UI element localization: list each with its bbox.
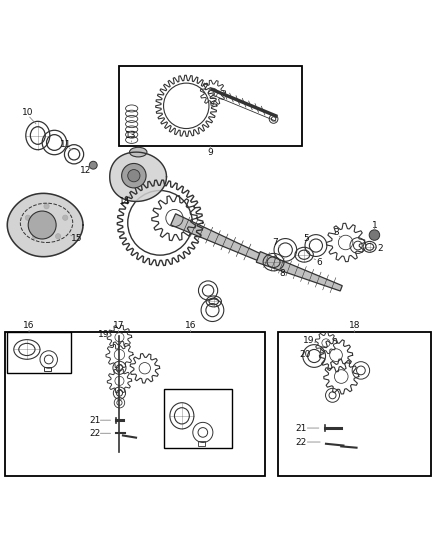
Circle shape — [63, 215, 68, 220]
Bar — [278, 332, 431, 476]
Polygon shape — [171, 214, 262, 261]
Circle shape — [89, 161, 97, 169]
Text: 19: 19 — [303, 336, 314, 345]
Bar — [119, 66, 302, 147]
Circle shape — [44, 204, 49, 209]
Text: 22: 22 — [296, 438, 307, 447]
Bar — [7, 332, 71, 374]
Bar — [164, 389, 232, 448]
Polygon shape — [7, 193, 83, 257]
Polygon shape — [110, 152, 166, 201]
Text: 8: 8 — [279, 269, 285, 278]
Ellipse shape — [130, 147, 147, 157]
Text: 3: 3 — [333, 228, 339, 237]
Text: 18: 18 — [349, 321, 360, 330]
Text: 17: 17 — [113, 321, 124, 330]
Text: 13: 13 — [125, 131, 137, 140]
Circle shape — [25, 215, 31, 220]
Text: 2: 2 — [377, 244, 382, 253]
Text: 1: 1 — [371, 221, 377, 230]
Text: 6: 6 — [317, 257, 322, 266]
Text: 10: 10 — [22, 108, 34, 117]
Bar — [198, 441, 205, 446]
Text: 12: 12 — [80, 166, 92, 175]
Text: 21: 21 — [295, 424, 307, 433]
Circle shape — [32, 233, 38, 239]
Circle shape — [128, 169, 140, 182]
Text: 19: 19 — [98, 330, 109, 338]
Text: 21: 21 — [89, 416, 100, 425]
Text: 20: 20 — [300, 350, 311, 359]
Circle shape — [56, 233, 61, 239]
Polygon shape — [256, 252, 342, 291]
Text: 11: 11 — [60, 140, 71, 149]
Text: 14: 14 — [120, 197, 131, 206]
Circle shape — [122, 164, 146, 188]
Bar — [44, 367, 51, 372]
Text: 7: 7 — [272, 238, 278, 247]
Text: 5: 5 — [304, 235, 309, 244]
Text: 16: 16 — [185, 321, 196, 330]
Text: 16: 16 — [23, 321, 35, 330]
Circle shape — [28, 211, 56, 239]
Bar — [5, 332, 265, 476]
Circle shape — [369, 230, 380, 240]
Text: 9: 9 — [207, 148, 213, 157]
Text: 15: 15 — [71, 233, 83, 243]
Text: 22: 22 — [89, 429, 100, 438]
